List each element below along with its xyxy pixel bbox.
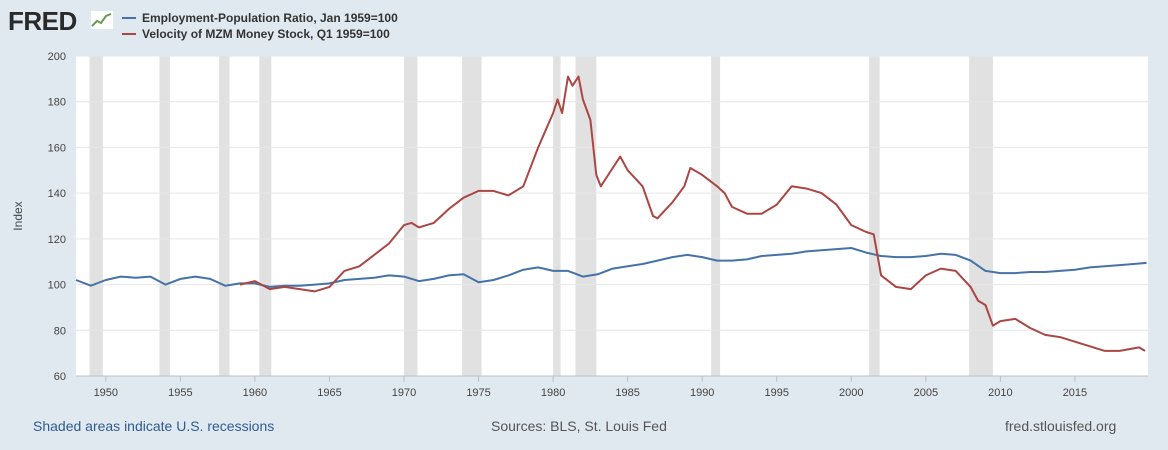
x-tick-label: 1980 (541, 387, 565, 399)
y-tick-label: 180 (48, 97, 66, 109)
recession-band (219, 56, 230, 376)
x-tick-label: 1975 (466, 387, 490, 399)
recession-band (159, 56, 170, 376)
y-axis-ticks: 60 80 100 120 140 160 180 200 (48, 51, 66, 383)
x-tick-label: 1985 (615, 387, 639, 399)
y-tick-label: 60 (54, 371, 66, 383)
x-tick-label: 2005 (914, 387, 938, 399)
chart-header: FRED Employment-Population Ratio, Jan 19… (0, 0, 1168, 48)
legend-swatch (122, 17, 136, 19)
line-chart-icon (90, 10, 114, 30)
x-axis-ticks: 1950 1955 1960 1965 1970 1975 1980 1985 1990 1995… (94, 376, 1087, 399)
chart-footer: Shaded areas indicate U.S. recessions So… (0, 410, 1168, 450)
x-tick-label: 1995 (765, 387, 789, 399)
recession-band (89, 56, 103, 376)
series-line-employment (75, 247, 1147, 288)
legend-label: Employment-Population Ratio, Jan 1959=10… (142, 11, 398, 25)
chart-legend: Employment-Population Ratio, Jan 1959=10… (122, 10, 398, 42)
y-tick-label: 140 (48, 188, 66, 200)
x-tick-label: 2000 (839, 387, 863, 399)
y-tick-label: 160 (48, 142, 66, 154)
x-tick-label: 1970 (392, 387, 416, 399)
legend-label: Velocity of MZM Money Stock, Q1 1959=100 (142, 27, 390, 41)
site-link[interactable]: fred.stlouisfed.org (1005, 418, 1117, 434)
y-axis-label: Index (11, 201, 25, 230)
sources-text: Sources: BLS, St. Louis Fed (491, 418, 667, 434)
x-tick-label: 1965 (317, 387, 341, 399)
recession-band (462, 56, 482, 376)
x-tick-label: 2010 (988, 387, 1012, 399)
chart-area: 60 80 100 120 140 160 180 200 1950 1955 1960 1965 1… (0, 48, 1168, 410)
x-tick-label: 1960 (243, 387, 267, 399)
recession-band (259, 56, 272, 376)
fred-logo[interactable]: FRED (8, 6, 77, 36)
grid-lines (76, 55, 1148, 377)
recession-band (711, 56, 721, 376)
recession-band (869, 56, 880, 376)
x-tick-label: 1950 (94, 387, 118, 399)
recession-note-link[interactable]: Shaded areas indicate U.S. recessions (33, 418, 275, 434)
y-tick-label: 200 (48, 51, 66, 63)
series-lines (75, 75, 1147, 352)
y-tick-label: 80 (54, 325, 66, 337)
x-tick-label: 1955 (168, 387, 192, 399)
legend-swatch (122, 33, 136, 35)
x-tick-label: 2015 (1063, 387, 1087, 399)
y-tick-label: 120 (48, 234, 66, 246)
recession-bands (89, 56, 993, 376)
legend-item-velocity[interactable]: Velocity of MZM Money Stock, Q1 1959=100 (122, 26, 398, 42)
recession-band (553, 56, 561, 376)
y-tick-label: 100 (48, 280, 66, 292)
legend-item-employment[interactable]: Employment-Population Ratio, Jan 1959=10… (122, 10, 398, 26)
recession-band (575, 56, 597, 376)
recession-band (969, 56, 993, 376)
recession-band (404, 56, 418, 376)
series-line-velocity (239, 75, 1146, 352)
x-tick-label: 1990 (690, 387, 714, 399)
